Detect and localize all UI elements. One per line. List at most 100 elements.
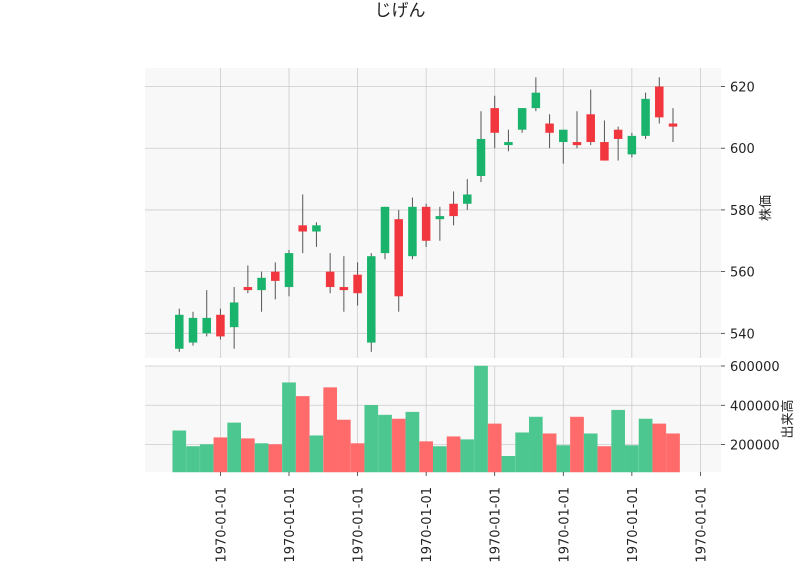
candle-body: [490, 108, 499, 133]
candle-body: [435, 216, 445, 220]
candle-body: [298, 225, 307, 232]
candle-body: [504, 142, 513, 146]
date-tick-label: 1970-01-01: [352, 487, 367, 563]
volume-bar: [583, 433, 598, 473]
volume-bars: [172, 365, 680, 473]
candle-body: [229, 302, 239, 328]
price-tick-label: 560: [730, 266, 755, 281]
price-axis-label: 株価: [759, 195, 774, 221]
candle-body: [572, 142, 582, 146]
candle-body: [463, 194, 472, 204]
candle-body: [325, 271, 335, 288]
price-axis: 540 560 580 600 620: [721, 81, 755, 342]
volume-bar: [542, 433, 557, 473]
candle-body: [408, 206, 417, 257]
date-tick-label: 1970-01-01: [420, 487, 435, 563]
date-tick-label: 1970-01-01: [626, 487, 641, 563]
price-tick-label: 580: [730, 204, 755, 219]
volume-bar: [529, 416, 543, 473]
volume-bar: [282, 382, 296, 473]
volume-bar: [227, 422, 241, 473]
candle-body: [517, 108, 527, 130]
volume-bar: [268, 444, 283, 473]
candle-body: [449, 203, 458, 217]
candle-body: [559, 129, 568, 143]
date-tick-label: 1970-01-01: [283, 487, 298, 563]
volume-bar: [515, 432, 529, 473]
candle-body: [531, 92, 541, 109]
price-panel: 540 560 580 600 620 株価: [145, 68, 774, 358]
volume-bar: [501, 456, 516, 473]
date-axis: 1970-01-01 1970-01-01 1970-01-01 1970-01-01…: [214, 472, 709, 563]
candle-body: [175, 314, 184, 349]
candle-body: [367, 256, 376, 343]
volume-bar: [556, 445, 571, 473]
candle-body: [380, 206, 390, 254]
volume-bar: [666, 433, 680, 473]
volume-bar: [611, 409, 625, 473]
candle-body: [284, 253, 294, 288]
volume-bar: [350, 443, 365, 473]
candle-body: [188, 317, 198, 343]
volume-bar: [460, 439, 475, 473]
volume-bar: [309, 435, 324, 473]
candle-body: [600, 142, 609, 161]
candle-body: [613, 129, 623, 139]
candle-body: [545, 123, 554, 133]
price-panel-background: [145, 68, 721, 358]
volume-bar: [405, 411, 420, 473]
volume-panel: 200000 400000 600000 出来高: [145, 360, 796, 473]
price-tick-label: 600: [730, 142, 755, 157]
candle-body: [421, 206, 431, 241]
volume-bar: [323, 387, 337, 473]
volume-bar: [378, 414, 392, 473]
volume-bar: [254, 443, 269, 473]
volume-bar: [186, 446, 200, 473]
volume-bar: [638, 418, 653, 473]
date-tick-label: 1970-01-01: [557, 487, 572, 563]
price-tick-label: 540: [730, 327, 755, 342]
candle-body: [627, 135, 637, 155]
candle-body: [271, 271, 280, 281]
volume-panel-background: [145, 366, 721, 472]
candlesticks: [175, 77, 678, 352]
volume-bar: [213, 437, 228, 473]
volume-axis-label: 出来高: [780, 399, 796, 438]
volume-bar: [241, 438, 255, 473]
volume-axis: 200000 400000 600000: [721, 360, 780, 454]
candle-body: [312, 225, 321, 232]
volume-bar: [364, 405, 379, 473]
volume-bar: [474, 365, 488, 473]
candle-body: [216, 314, 225, 337]
volume-bar: [446, 436, 461, 473]
volume-bar: [199, 444, 214, 473]
candle-body: [668, 123, 678, 127]
volume-tick-label: 600000: [730, 360, 780, 375]
date-tick-label: 1970-01-01: [489, 487, 504, 563]
candle-body: [586, 114, 595, 143]
price-grid: [145, 68, 721, 358]
candle-body: [202, 317, 211, 334]
candle-body: [655, 86, 664, 118]
volume-bar: [295, 396, 310, 473]
candle-body: [257, 277, 266, 291]
volume-tick-label: 400000: [730, 399, 780, 414]
volume-tick-label: 200000: [730, 439, 780, 454]
candle-body: [353, 274, 362, 294]
volume-bar: [172, 430, 187, 473]
price-tick-label: 620: [730, 81, 755, 96]
date-tick-label: 1970-01-01: [694, 487, 709, 563]
date-tick-label: 1970-01-01: [214, 487, 229, 563]
candle-body: [476, 138, 486, 176]
volume-bar: [597, 446, 612, 473]
volume-bar: [433, 446, 447, 473]
candle-body: [641, 98, 650, 136]
volume-bar: [652, 423, 667, 473]
chart-title: じげん: [375, 1, 426, 21]
candle-body: [394, 219, 403, 297]
volume-bar: [391, 418, 406, 473]
volume-bar: [570, 416, 584, 473]
volume-bar: [419, 441, 433, 473]
volume-bar: [625, 445, 639, 473]
